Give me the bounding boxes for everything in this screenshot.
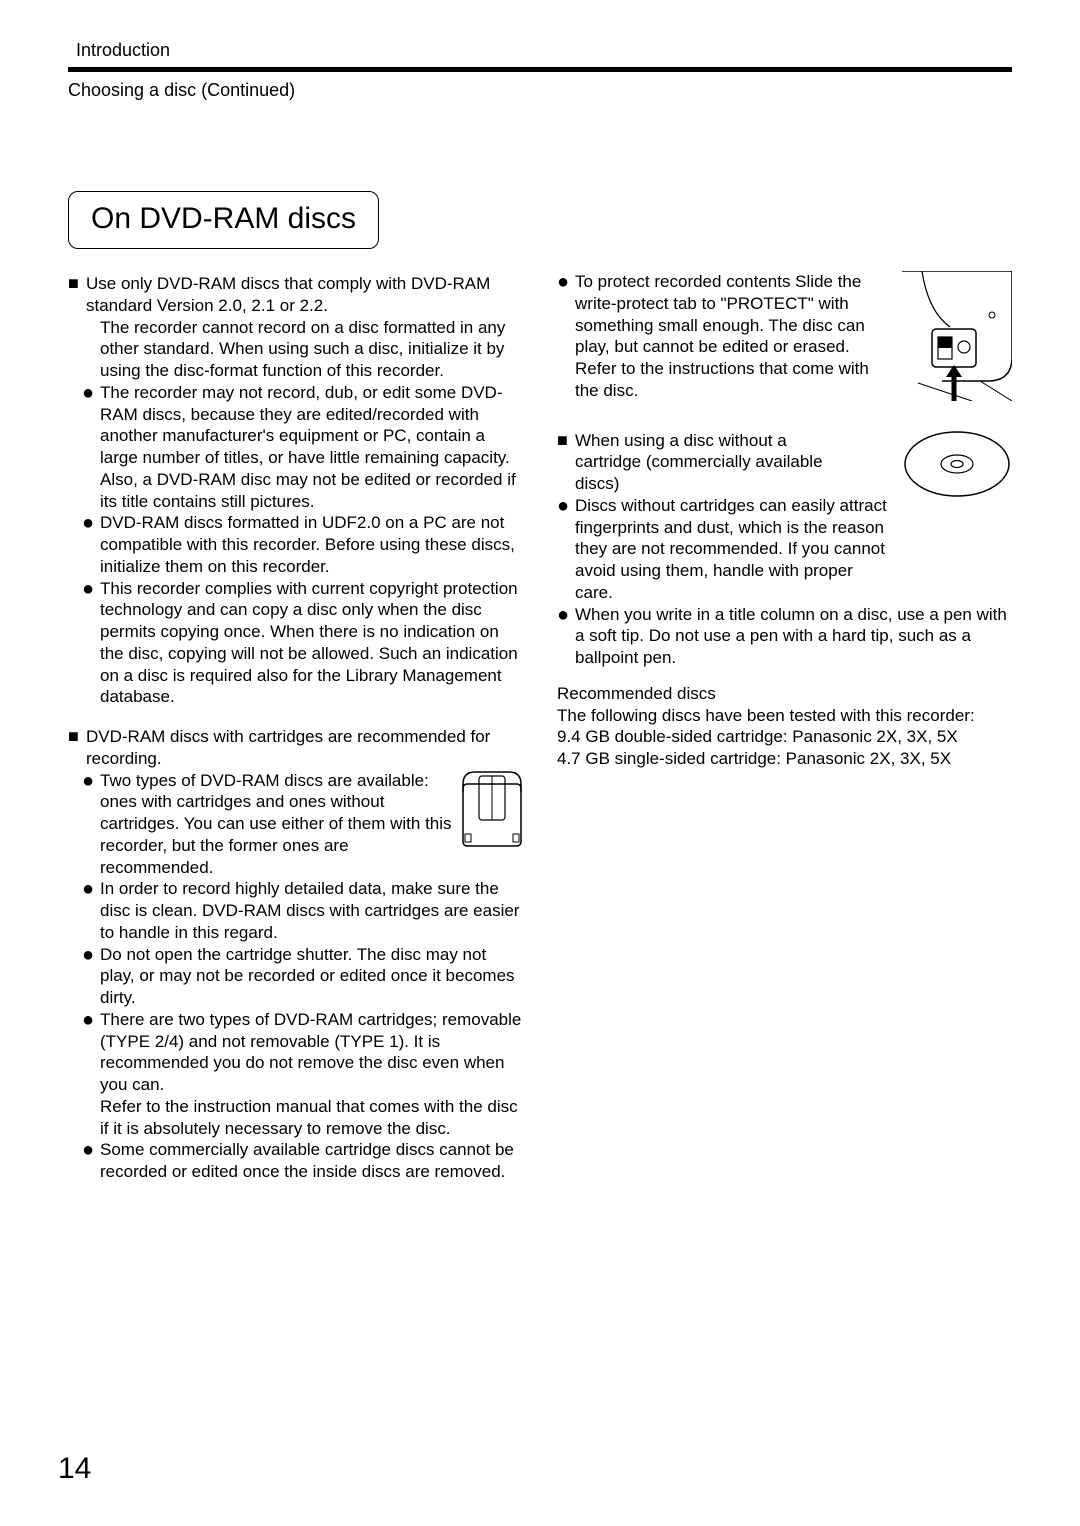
- rec-heading: Recommended discs: [557, 683, 1012, 705]
- list-item: ● Some commercially available cartridge …: [82, 1139, 523, 1183]
- square-bullet-icon: ■: [557, 430, 575, 495]
- circle-bullet-icon: ●: [557, 495, 575, 604]
- list-item: ● This recorder complies with current co…: [82, 578, 523, 709]
- list-item: ● In order to record highly detailed dat…: [82, 878, 523, 943]
- circle-bullet-icon: ●: [82, 578, 100, 709]
- item-text: To protect recorded contents Slide the w…: [575, 271, 875, 402]
- rec-line: 9.4 GB double-sided cartridge: Panasonic…: [557, 726, 1012, 748]
- item-text: In order to record highly detailed data,…: [100, 878, 523, 943]
- write-protect-icon: [902, 271, 1012, 401]
- item-text: Two types of DVD-RAM discs are available…: [100, 770, 523, 879]
- circle-bullet-icon: ●: [82, 878, 100, 943]
- item-text: Do not open the cartridge shutter. The d…: [100, 944, 523, 1009]
- item-text: Some commercially available cartridge di…: [100, 1139, 523, 1183]
- square-bullet-icon: ■: [68, 273, 86, 317]
- content-columns: ■ Use only DVD-RAM discs that comply wit…: [68, 271, 1012, 1183]
- item-text: When using a disc without a cartridge (c…: [575, 430, 855, 495]
- item-text: Use only DVD-RAM discs that comply with …: [86, 273, 523, 317]
- circle-bullet-icon: ●: [82, 382, 100, 513]
- list-item: ● DVD-RAM discs formatted in UDF2.0 on a…: [82, 512, 523, 577]
- item-text-span: Two types of DVD-RAM discs are available…: [100, 771, 452, 877]
- item-text: The recorder may not record, dub, or edi…: [100, 382, 523, 513]
- list-item: ● Discs without cartridges can easily at…: [557, 495, 894, 604]
- list-item: ■ DVD-RAM discs with cartridges are reco…: [68, 726, 523, 770]
- item-text: This recorder complies with current copy…: [100, 578, 523, 709]
- circle-bullet-icon: ●: [82, 770, 100, 879]
- item-subtext: Refer to the instruction manual that com…: [100, 1096, 523, 1140]
- list-item: ● To protect recorded contents Slide the…: [557, 271, 894, 402]
- header-rule: [68, 67, 1012, 72]
- subchapter-label: Choosing a disc (Continued): [68, 80, 1012, 101]
- item-subtext: The recorder cannot record on a disc for…: [100, 317, 523, 382]
- list-item: ■ Use only DVD-RAM discs that comply wit…: [68, 273, 523, 317]
- item-text: Discs without cartridges can easily attr…: [575, 495, 894, 604]
- section-title: On DVD-RAM discs: [91, 202, 356, 236]
- circle-bullet-icon: ●: [82, 1009, 100, 1096]
- right-column: ● To protect recorded contents Slide the…: [557, 271, 1012, 1183]
- circle-bullet-icon: ●: [557, 604, 575, 669]
- list-item: ■ When using a disc without a cartridge …: [557, 430, 894, 495]
- cartridge-icon: [461, 770, 523, 848]
- item-text: There are two types of DVD-RAM cartridge…: [100, 1009, 523, 1096]
- rec-line: The following discs have been tested wit…: [557, 705, 1012, 727]
- list-item: ● Do not open the cartridge shutter. The…: [82, 944, 523, 1009]
- section-title-box: On DVD-RAM discs: [68, 191, 379, 249]
- page-number: 14: [58, 1452, 91, 1486]
- chapter-label: Introduction: [76, 40, 1012, 61]
- item-text: When you write in a title column on a di…: [575, 604, 1012, 669]
- circle-bullet-icon: ●: [557, 271, 575, 402]
- manual-page: Introduction Choosing a disc (Continued)…: [0, 0, 1080, 1526]
- circle-bullet-icon: ●: [82, 1139, 100, 1183]
- list-item: ● The recorder may not record, dub, or e…: [82, 382, 523, 513]
- item-text: DVD-RAM discs with cartridges are recomm…: [86, 726, 523, 770]
- list-item: ● Two types of DVD-RAM discs are availab…: [82, 770, 523, 879]
- item-text: DVD-RAM discs formatted in UDF2.0 on a P…: [100, 512, 523, 577]
- rec-line: 4.7 GB single-sided cartridge: Panasonic…: [557, 748, 1012, 770]
- left-column: ■ Use only DVD-RAM discs that comply wit…: [68, 271, 523, 1183]
- circle-bullet-icon: ●: [82, 512, 100, 577]
- bare-disc-icon: [902, 428, 1012, 500]
- square-bullet-icon: ■: [68, 726, 86, 770]
- list-item: ● There are two types of DVD-RAM cartrid…: [82, 1009, 523, 1096]
- circle-bullet-icon: ●: [82, 944, 100, 1009]
- recommended-discs: Recommended discs The following discs ha…: [557, 683, 1012, 770]
- list-item: ● When you write in a title column on a …: [557, 604, 1012, 669]
